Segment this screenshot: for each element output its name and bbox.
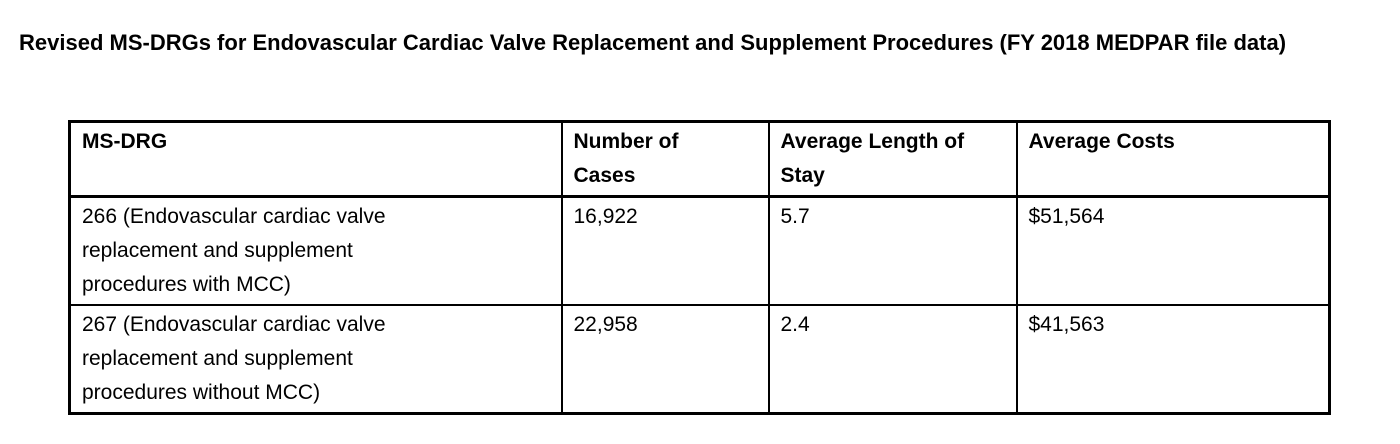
cell-ms-drg: 267 (Endovascular cardiac valve replacem… (68, 304, 563, 415)
cell-average-length-of-stay: 5.7 (767, 195, 1018, 306)
cell-average-costs: $41,563 (1015, 304, 1331, 415)
cell-average-length-of-stay: 2.4 (767, 304, 1018, 415)
column-header-average-costs: Average Costs (1015, 120, 1331, 198)
page-title: Revised MS-DRGs for Endovascular Cardiac… (19, 30, 1287, 55)
table-row-drg-267: 267 (Endovascular cardiac valve replacem… (68, 304, 1331, 415)
table-row-drg-266: 266 (Endovascular cardiac valve replacem… (68, 195, 1331, 306)
cell-average-costs: $51,564 (1015, 195, 1331, 306)
column-header-number-of-cases: Number of Cases (560, 120, 770, 198)
cell-ms-drg: 266 (Endovascular cardiac valve replacem… (68, 195, 563, 306)
header-row: MS-DRG Number of Cases Average Length of… (68, 120, 1331, 198)
cell-number-of-cases: 16,922 (560, 195, 770, 306)
cell-number-of-cases: 22,958 (560, 304, 770, 415)
column-header-average-length-of-stay: Average Length of Stay (767, 120, 1018, 198)
ms-drg-table: MS-DRG Number of Cases Average Length of… (68, 120, 1331, 415)
column-header-ms-drg: MS-DRG (68, 120, 563, 198)
